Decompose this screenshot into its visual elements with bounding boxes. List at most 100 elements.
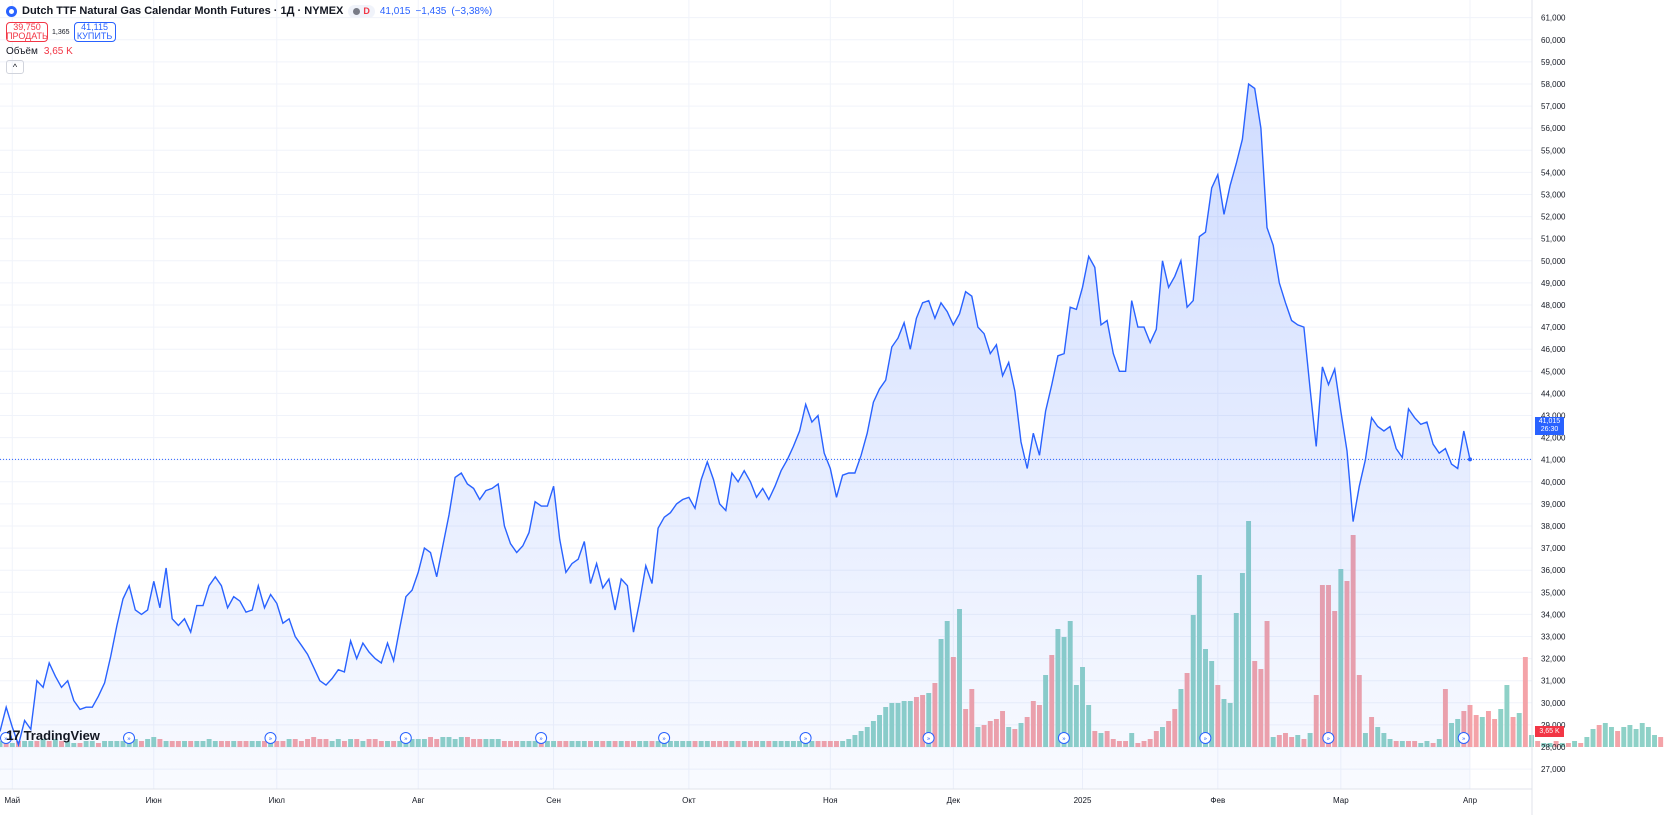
y-tick-label: 28,000	[1541, 743, 1566, 752]
event-marker-arrow: »	[127, 736, 131, 743]
event-marker-icon[interactable]: »	[799, 732, 812, 744]
volume-bar	[1615, 731, 1621, 747]
chevron-up-icon[interactable]: ^	[6, 60, 24, 74]
last-price-tag: 41,015 26:30	[1535, 417, 1564, 435]
event-marker-arrow: »	[1327, 736, 1331, 743]
symbol-title[interactable]: Dutch TTF Natural Gas Calendar Month Fut…	[22, 5, 344, 17]
event-marker-arrow: »	[404, 736, 408, 743]
event-marker-arrow: »	[1462, 736, 1466, 743]
event-marker-icon[interactable]: »	[399, 732, 412, 744]
sell-button[interactable]: 39,750 ПРОДАТЬ	[6, 22, 48, 42]
y-tick-label: 36,000	[1541, 566, 1566, 575]
volume-bar	[1504, 685, 1510, 747]
event-markers[interactable]: » » » » » » » » » » » »	[0, 732, 1470, 744]
y-tick-label: 31,000	[1541, 677, 1566, 686]
volume-bar	[1621, 727, 1627, 747]
event-marker-circle	[658, 732, 671, 744]
buy-button[interactable]: 41,115 КУПИТЬ	[73, 22, 116, 42]
event-marker-icon[interactable]: »	[123, 732, 136, 744]
tradingview-brand-name: TradingView	[23, 727, 100, 743]
event-marker-arrow: »	[804, 736, 808, 743]
y-tick-label: 56,000	[1541, 124, 1566, 133]
sell-price: 39,750	[13, 22, 41, 32]
event-marker-arrow: »	[927, 736, 931, 743]
y-tick-label: 57,000	[1541, 102, 1566, 111]
x-tick-label: Авг	[412, 796, 425, 805]
volume-label[interactable]: Объём	[6, 46, 38, 57]
buy-price: 41,115	[81, 22, 108, 32]
event-marker-circle	[264, 732, 277, 744]
volume-legend: Объём 3,65 K	[6, 46, 492, 57]
event-marker-icon[interactable]: »	[0, 732, 12, 744]
volume-bar	[1645, 727, 1651, 747]
market-status-label: D	[363, 6, 370, 16]
volume-bar	[1639, 723, 1645, 747]
event-marker-circle	[123, 732, 136, 744]
y-tick-label: 54,000	[1541, 168, 1566, 177]
event-marker-arrow: »	[4, 736, 8, 743]
tradingview-logo-icon: 17	[6, 727, 21, 743]
event-marker-icon[interactable]: »	[535, 732, 548, 744]
sell-label: ПРОДАТЬ	[6, 31, 48, 41]
volume-bar	[1572, 741, 1578, 747]
volume-bar	[1522, 657, 1528, 747]
event-marker-arrow: »	[1062, 736, 1066, 743]
symbol-logo-icon	[6, 5, 17, 17]
volume-bar	[1498, 709, 1504, 747]
volume-bar	[1609, 727, 1614, 747]
y-tick-label: 33,000	[1541, 633, 1566, 642]
volume-bar	[1633, 729, 1639, 747]
y-tick-label: 50,000	[1541, 257, 1566, 266]
volume-bar	[1652, 735, 1657, 747]
x-tick-label: Сен	[546, 796, 561, 805]
volume-bar	[1559, 743, 1565, 747]
price-axis[interactable]: 27,000 28,000 29,000 30,000 31,000 32,000 33,0…	[1541, 14, 1566, 774]
volume-bar	[1596, 725, 1602, 747]
event-marker-icon[interactable]: »	[658, 732, 671, 744]
y-tick-label: 43,000	[1541, 411, 1566, 420]
volume-bar	[1584, 737, 1590, 747]
volume-value: 3,65 K	[43, 46, 73, 57]
x-tick-label: Июл	[269, 796, 286, 805]
event-marker-icon[interactable]: »	[1199, 732, 1212, 744]
volume-bar	[1627, 725, 1633, 747]
volume-bar	[1479, 717, 1485, 747]
event-marker-icon[interactable]: »	[264, 732, 277, 744]
event-marker-icon[interactable]: »	[1057, 732, 1070, 744]
y-tick-label: 35,000	[1541, 588, 1566, 597]
time-axis[interactable]: Май Июн Июл Авг Сен Окт Ноя Дек 2025 Фев Мар Апр	[4, 796, 1477, 805]
event-marker-icon[interactable]: »	[1322, 732, 1335, 744]
x-tick-label: Окт	[682, 796, 696, 805]
y-tick-label: 49,000	[1541, 279, 1566, 288]
volume-bar	[1547, 743, 1553, 747]
event-marker-circle	[799, 732, 812, 744]
y-tick-label: 32,000	[1541, 655, 1566, 664]
x-tick-label: Май	[4, 796, 20, 805]
y-tick-label: 34,000	[1541, 610, 1566, 619]
event-marker-icon[interactable]: »	[1457, 732, 1470, 744]
y-tick-label: 59,000	[1541, 58, 1566, 67]
event-marker-icon[interactable]: »	[922, 732, 935, 744]
volume-bar	[1492, 719, 1498, 747]
y-tick-label: 53,000	[1541, 190, 1566, 199]
event-marker-circle	[399, 732, 412, 744]
event-marker-circle	[922, 732, 935, 744]
y-tick-label: 39,000	[1541, 500, 1566, 509]
y-tick-label: 38,000	[1541, 522, 1566, 531]
x-tick-label: Апр	[1463, 796, 1478, 805]
volume-bar	[1541, 743, 1547, 747]
y-tick-label: 48,000	[1541, 301, 1566, 310]
tradingview-logo[interactable]: 17 TradingView	[6, 727, 100, 743]
y-tick-label: 29,000	[1541, 721, 1566, 730]
price-change-percent: (−3,38%)	[451, 5, 493, 17]
volume-bar	[1510, 717, 1516, 747]
event-marker-circle	[535, 732, 548, 744]
x-tick-label: Ноя	[823, 796, 838, 805]
y-tick-label: 60,000	[1541, 36, 1566, 45]
market-status-badge[interactable]: D	[348, 4, 375, 18]
event-marker-arrow: »	[269, 736, 273, 743]
y-tick-label: 27,000	[1541, 765, 1566, 774]
spread-value: 1,365	[52, 28, 70, 36]
y-tick-label: 40,000	[1541, 478, 1566, 487]
